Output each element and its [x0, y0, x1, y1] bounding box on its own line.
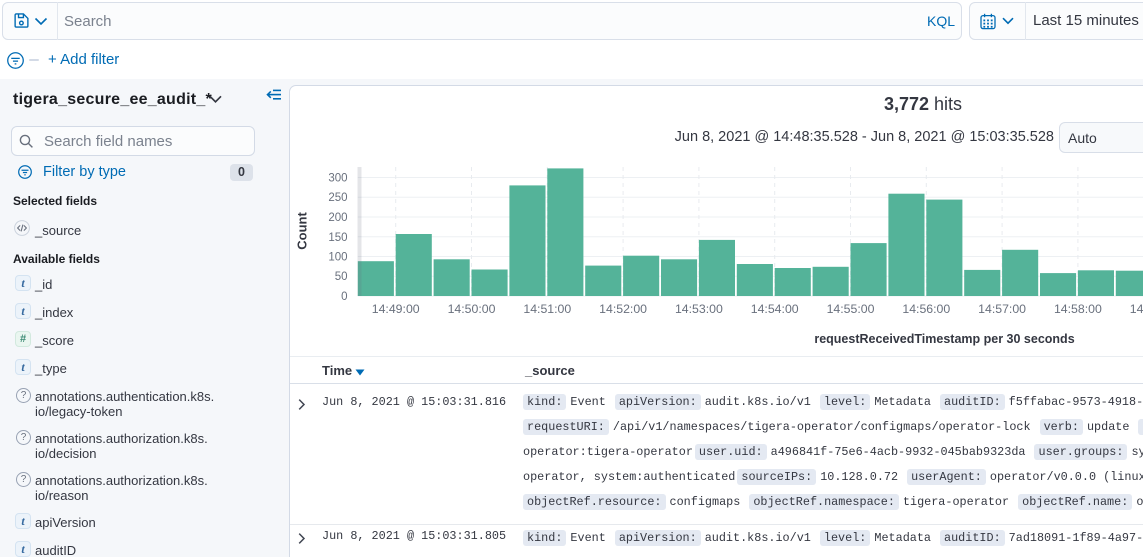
svg-text:14:58:00: 14:58:00 [1054, 302, 1102, 316]
svg-text:14:55:00: 14:55:00 [827, 302, 875, 316]
svg-text:requestReceivedTimestamp per 3: requestReceivedTimestamp per 30 seconds [814, 332, 1074, 346]
svg-text:50: 50 [335, 271, 348, 283]
svg-text:300: 300 [328, 173, 347, 185]
svg-text:14:59:00: 14:59:00 [1130, 302, 1143, 316]
svg-text:0: 0 [341, 291, 347, 303]
svg-text:14:51:00: 14:51:00 [523, 302, 571, 316]
svg-text:14:56:00: 14:56:00 [902, 302, 950, 316]
svg-text:150: 150 [328, 232, 347, 244]
svg-text:14:57:00: 14:57:00 [978, 302, 1026, 316]
svg-text:14:49:00: 14:49:00 [372, 302, 420, 316]
svg-text:100: 100 [328, 252, 347, 264]
svg-text:14:52:00: 14:52:00 [599, 302, 647, 316]
svg-text:200: 200 [328, 212, 347, 224]
svg-text:250: 250 [328, 192, 347, 204]
svg-text:Count: Count [295, 212, 310, 250]
svg-text:14:50:00: 14:50:00 [448, 302, 496, 316]
svg-text:14:54:00: 14:54:00 [751, 302, 799, 316]
svg-text:14:53:00: 14:53:00 [675, 302, 723, 316]
